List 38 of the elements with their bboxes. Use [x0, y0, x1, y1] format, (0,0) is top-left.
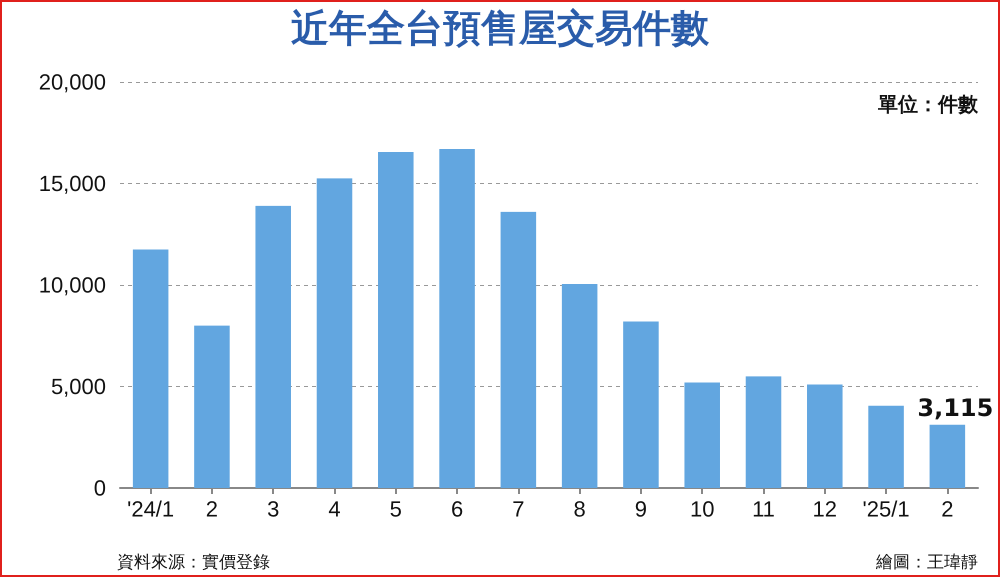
bar [562, 284, 598, 488]
bar [439, 148, 475, 488]
y-tick-label: 10,000 [38, 272, 106, 298]
x-tick-label: '24/1 [127, 496, 174, 522]
x-tick-label: 6 [450, 496, 464, 522]
x-tick-label: 7 [512, 496, 524, 522]
x-tick-label: 4 [328, 496, 341, 522]
y-tick-label: 20,000 [38, 70, 106, 94]
x-tick-label: 2 [206, 496, 218, 522]
bar [132, 249, 168, 488]
source-note: 資料來源：實價登錄 [117, 552, 270, 572]
bar [255, 206, 291, 488]
bar [194, 326, 230, 488]
x-tick-label: 8 [574, 496, 586, 522]
x-tick-label: '25/1 [862, 496, 910, 522]
bar [500, 212, 536, 488]
x-tick-label: 9 [634, 496, 648, 522]
bar [623, 322, 659, 488]
y-tick-label: 5,000 [50, 374, 106, 399]
bar [378, 152, 414, 488]
text: 繪圖：王瑋靜 [875, 552, 978, 572]
annotation: 單位：件數 [877, 92, 979, 116]
bar [930, 424, 966, 488]
y-tick-label: 0 [94, 476, 106, 500]
x-tick-label: 10 [690, 496, 714, 522]
chart-title: 近年全台預售屋交易件數 [291, 6, 710, 50]
bar [746, 376, 782, 488]
bar [684, 382, 720, 488]
x-tick-label: 3 [267, 496, 280, 522]
data-label: 3,115 [917, 394, 994, 422]
bar [868, 406, 904, 488]
y-tick-label: 15,000 [38, 171, 106, 196]
bar [316, 178, 352, 488]
x-tick-label: 2 [941, 496, 954, 522]
x-tick-label: 11 [752, 496, 775, 522]
x-tick-label: 12 [812, 496, 838, 522]
x-tick-label: 5 [390, 496, 402, 522]
bar [807, 384, 843, 488]
